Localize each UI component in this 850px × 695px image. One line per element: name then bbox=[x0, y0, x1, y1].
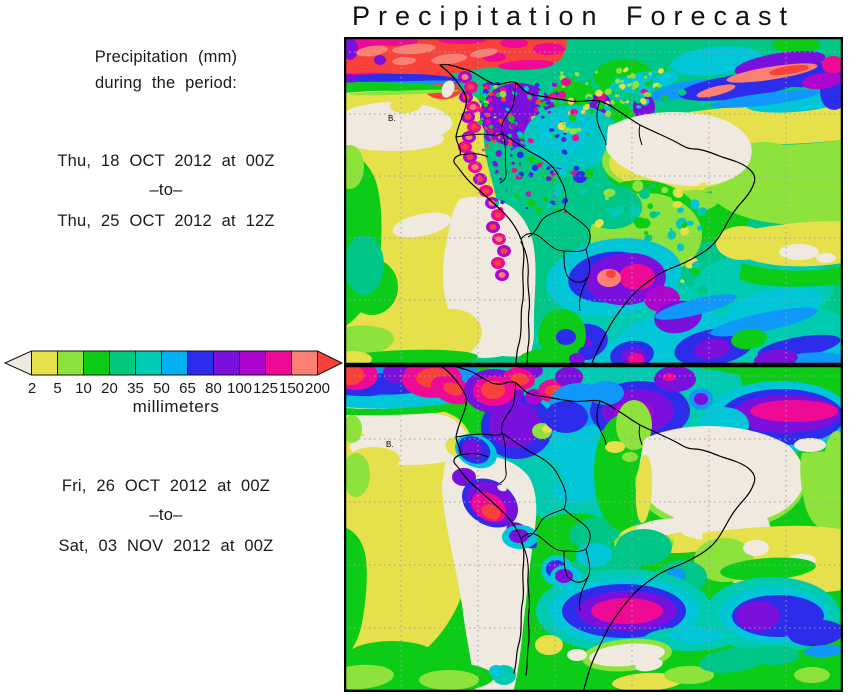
svg-text:100: 100 bbox=[227, 380, 252, 397]
svg-text:50: 50 bbox=[153, 380, 170, 397]
svg-text:125: 125 bbox=[253, 380, 278, 397]
svg-text:35: 35 bbox=[127, 380, 144, 397]
svg-text:millimeters: millimeters bbox=[133, 397, 220, 416]
svg-text:2: 2 bbox=[28, 380, 36, 397]
svg-text:B.: B. bbox=[386, 440, 394, 449]
svg-text:5: 5 bbox=[53, 380, 61, 397]
svg-text:150: 150 bbox=[279, 380, 304, 397]
svg-text:10: 10 bbox=[75, 380, 92, 397]
svg-text:200: 200 bbox=[305, 380, 330, 397]
svg-text:B.: B. bbox=[388, 114, 396, 123]
svg-text:65: 65 bbox=[179, 380, 196, 397]
svg-text:80: 80 bbox=[205, 380, 222, 397]
svg-text:20: 20 bbox=[101, 380, 118, 397]
